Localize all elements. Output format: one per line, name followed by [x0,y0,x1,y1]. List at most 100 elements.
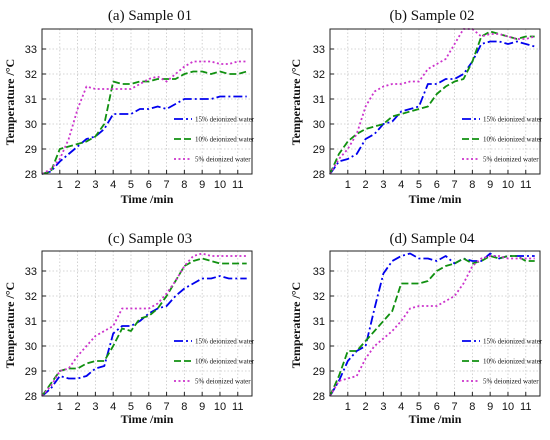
legend-entry: 5% deionized water [195,156,251,164]
y-tick-label: 30 [313,341,325,353]
y-tick-label: 29 [313,144,325,156]
plot-frame [41,250,253,397]
x-tick-label: 6 [434,401,440,413]
x-tick-label: 7 [452,401,458,413]
x-tick-label: 8 [181,179,187,191]
x-tick-label: 8 [469,179,475,191]
x-tick-label: 5 [416,179,422,191]
series-line-2 [329,255,535,397]
y-tick-label: 28 [25,391,37,403]
series-line-3 [41,252,247,397]
series-line-2 [41,70,247,175]
y-axis-label: Temperature /°C [3,59,17,145]
y-tick-label: 28 [25,169,37,181]
x-tick-label: 1 [57,179,63,191]
y-tick-label: 31 [25,316,37,328]
x-axis-label: Time /min [121,192,174,206]
x-tick-label: 11 [520,179,531,191]
x-tick-label: 11 [232,401,243,413]
x-tick-label: 9 [199,179,205,191]
x-tick-label: 3 [92,179,98,191]
y-tick-label: 31 [25,94,37,106]
x-tick-label: 6 [146,179,152,191]
legend-entry: 10% deionized water [195,358,255,366]
series-line-3 [41,60,247,175]
x-tick-label: 11 [232,179,243,191]
x-axis-label: Time /min [121,412,174,426]
x-tick-label: 10 [502,401,514,413]
y-tick-label: 30 [313,119,325,131]
chart-panel-3: (c) Sample 03 28 29 30 31 32 33 1 2 3 4 5 6 7 8 9 10 11 Ti… [3,231,255,426]
x-tick-label: 1 [345,401,351,413]
legend-entry: 15% deionized water [483,338,543,346]
chart-title: (c) Sample 03 [108,231,192,247]
y-axis-label: Temperature /°C [3,282,17,368]
y-tick-label: 32 [313,69,325,81]
x-tick-label: 9 [199,401,205,413]
series-line-1 [41,275,247,397]
chart-title: (b) Sample 02 [390,8,475,24]
x-tick-label: 8 [469,401,475,413]
x-tick-label: 3 [92,401,98,413]
x-tick-label: 5 [128,401,134,413]
legend-entry: 5% deionized water [483,156,539,164]
x-tick-label: 2 [75,401,81,413]
x-tick-label: 2 [75,179,81,191]
legend-entry: 15% deionized water [483,116,543,124]
legend-entry: 5% deionized water [483,378,539,386]
x-tick-label: 6 [146,401,152,413]
x-axis-label: Time /min [409,412,462,426]
chart-title: (d) Sample 04 [390,231,475,247]
series-line-3 [329,255,535,397]
series-line-1 [41,95,247,175]
legend-entry: 15% deionized water [195,116,255,124]
plot-frame [41,28,253,175]
series-line-1 [329,40,535,175]
x-tick-label: 4 [398,401,404,413]
x-tick-label: 10 [502,179,514,191]
x-tick-label: 7 [164,401,170,413]
series-line-2 [41,257,247,397]
x-tick-label: 11 [520,401,531,413]
series-line-2 [329,30,535,175]
y-tick-label: 28 [313,169,325,181]
x-tick-label: 8 [181,401,187,413]
y-tick-label: 30 [25,341,37,353]
x-tick-label: 7 [452,179,458,191]
x-tick-label: 9 [487,401,493,413]
chart-panel-4: (d) Sample 04 28 29 30 31 32 33 1 2 3 4 5 6 7 8 9 10 11 Ti… [289,231,543,426]
legend-entry: 15% deionized water [195,338,255,346]
y-tick-label: 33 [25,44,37,56]
y-tick-label: 29 [313,366,325,378]
y-axis-label: Temperature /°C [289,59,303,145]
plot-frame [329,250,541,397]
x-tick-label: 6 [434,179,440,191]
y-tick-label: 33 [25,266,37,278]
y-tick-label: 31 [313,94,325,106]
chart-title: (a) Sample 01 [108,8,192,24]
x-axis-label: Time /min [409,192,462,206]
x-tick-label: 3 [380,179,386,191]
y-tick-label: 29 [25,144,37,156]
y-tick-label: 31 [313,316,325,328]
y-tick-label: 28 [313,391,325,403]
x-tick-label: 7 [164,179,170,191]
legend-entry: 10% deionized water [195,136,255,144]
x-tick-label: 3 [380,401,386,413]
x-tick-label: 4 [110,401,116,413]
x-tick-label: 9 [487,179,493,191]
x-tick-label: 5 [128,179,134,191]
x-tick-label: 5 [416,401,422,413]
x-tick-label: 1 [57,401,63,413]
x-tick-label: 10 [214,401,226,413]
x-tick-label: 10 [214,179,226,191]
plot-frame [329,28,541,175]
x-tick-label: 2 [363,401,369,413]
x-tick-label: 2 [363,179,369,191]
x-tick-label: 4 [398,179,404,191]
y-tick-label: 33 [313,44,325,56]
chart-panel-2: (b) Sample 02 28 29 30 31 32 33 1 2 3 4 5 6 7 8 9 10 11 Ti… [289,8,543,206]
legend-entry: 10% deionized water [483,136,543,144]
chart-panel-1: (a) Sample 01 28 29 30 31 32 33 1 2 3 4 5 6 7 8 9 10 11 Ti… [3,8,255,206]
